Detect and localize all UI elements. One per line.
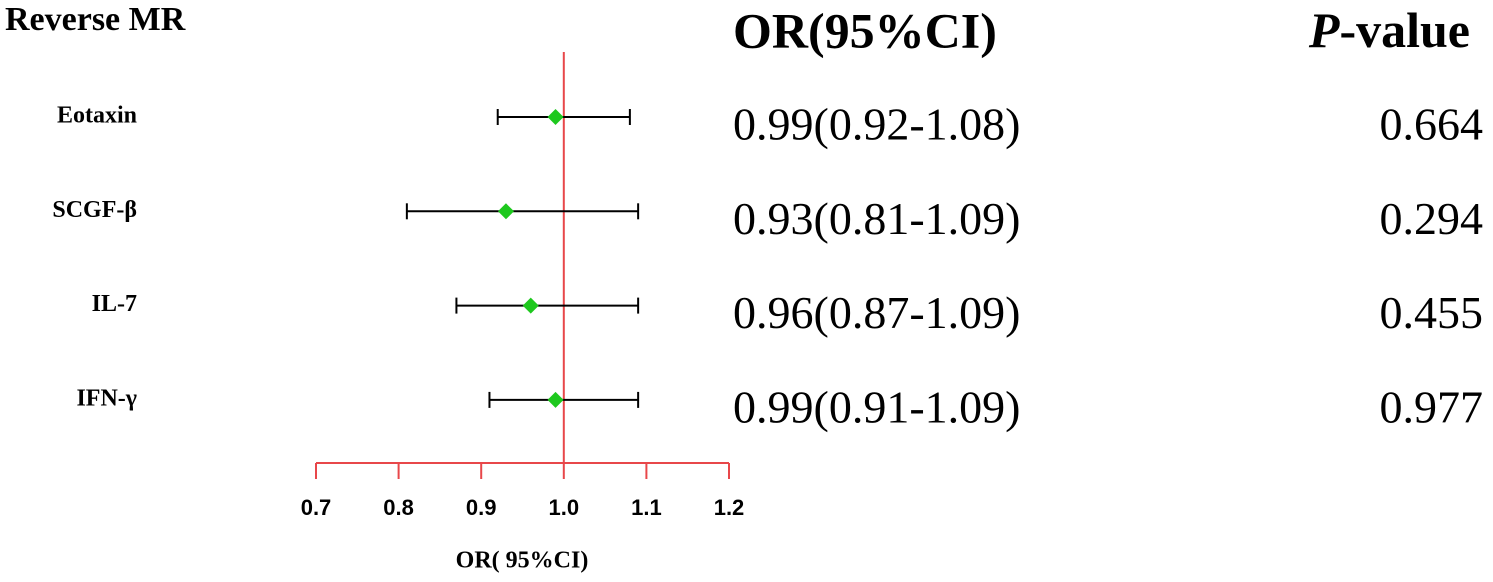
p-header-rest: -value [1339,2,1470,58]
point-estimate [497,203,514,220]
x-tick-label: 1.1 [631,495,662,520]
x-tick-label: 0.8 [383,495,414,520]
x-axis-label: OR( 95%CI) [456,548,589,574]
p-header: P-value [1308,2,1470,58]
row-label: IL-7 [92,291,137,317]
point-estimate [522,297,539,314]
point-estimate [547,109,564,125]
row-label: SCGF-β [52,197,137,223]
or-ci-label: 0.99(0.92-1.08) [733,99,1020,150]
x-tick-label: 0.7 [301,495,332,520]
or-ci-label: 0.93(0.81-1.09) [733,193,1020,244]
or-header: OR(95%CI) [733,2,997,58]
p-value: 0.455 [1380,287,1484,338]
or-ci-label: 0.96(0.87-1.09) [733,287,1020,338]
x-tick-label: 0.9 [466,495,497,520]
row-label: IFN-γ [76,385,137,411]
p-value: 0.294 [1380,193,1484,244]
p-value: 0.664 [1380,99,1484,150]
chart-title: Reverse MR [5,1,186,38]
x-tick-label: 1.2 [714,495,745,520]
p-value: 0.977 [1380,381,1484,432]
or-ci-label: 0.99(0.91-1.09) [733,381,1020,432]
point-estimate [547,391,564,408]
p-header-italic: P [1308,2,1340,58]
row-label: Eotaxin [57,103,137,129]
x-tick-label: 1.0 [549,495,580,520]
